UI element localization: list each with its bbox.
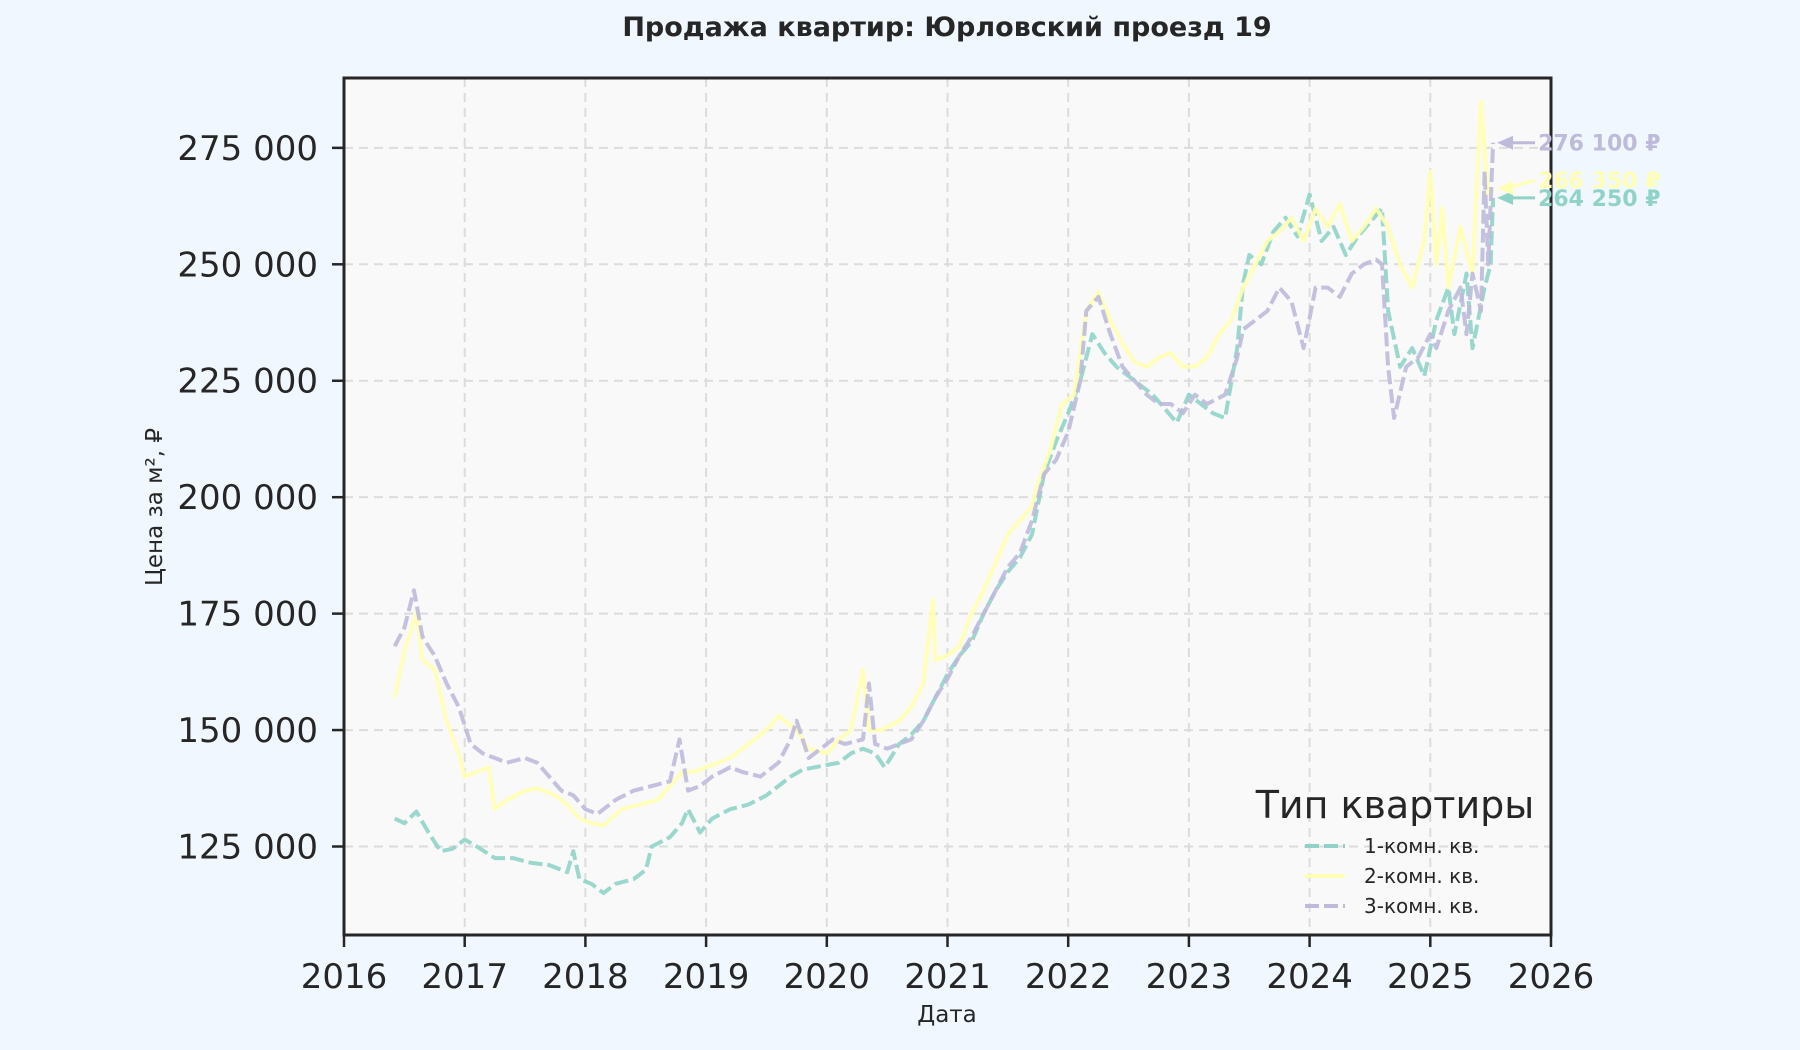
series-line-2 — [392, 99, 1495, 828]
x-tick-label: 2019 — [663, 957, 750, 997]
y-tick-label: 150 000 — [177, 711, 318, 751]
x-tick-label: 2017 — [421, 957, 508, 997]
legend-label: 1-комн. кв. — [1364, 834, 1479, 858]
series-line-1 — [393, 192, 1496, 896]
series-layer — [392, 99, 1496, 896]
legend-title: Тип квартиры — [1255, 783, 1535, 827]
y-tick-label: 275 000 — [177, 129, 318, 169]
y-tick-label: 225 000 — [177, 362, 318, 402]
y-axis-label: Цена за м², ₽ — [142, 428, 168, 586]
y-axis: 125 000 150 000 175 000 200 000 225 000 250 0… — [177, 129, 344, 868]
x-tick-label: 2026 — [1508, 957, 1595, 997]
y-tick-label: 200 000 — [177, 478, 318, 518]
legend: Тип квартиры 1-комн. кв. 2-комн. кв. 3-ком… — [1255, 783, 1535, 918]
end-arrowhead — [1497, 135, 1514, 150]
y-tick-label: 250 000 — [177, 245, 318, 285]
legend-label: 3-комн. кв. — [1364, 894, 1479, 918]
end-value-label: 276 100 ₽ — [1538, 132, 1660, 157]
end-value-label: 266 350 ₽ — [1538, 169, 1660, 194]
series-line-3 — [392, 142, 1496, 816]
end-arrowhead — [1497, 181, 1514, 196]
x-tick-label: 2018 — [542, 957, 629, 997]
legend-label: 2-комн. кв. — [1364, 864, 1479, 888]
x-tick-label: 2016 — [301, 957, 388, 997]
x-tick-label: 2022 — [1025, 957, 1112, 997]
x-tick-label: 2021 — [904, 957, 991, 997]
end-labels: 264 250 ₽266 350 ₽ 276 100 ₽ — [1497, 132, 1661, 212]
x-axis-label: Дата — [917, 1002, 977, 1028]
x-tick-label: 2023 — [1146, 957, 1233, 997]
y-tick-label: 125 000 — [177, 828, 318, 868]
x-tick-label: 2020 — [784, 957, 871, 997]
end-arrowhead — [1497, 190, 1514, 205]
x-axis: 2016 2017 2018 2019 2020 2021 2022 2023 2024 2025… — [301, 935, 1595, 997]
end-value-label: 264 250 ₽ — [1538, 187, 1660, 212]
y-tick-label: 175 000 — [177, 595, 318, 635]
x-tick-label: 2024 — [1266, 957, 1353, 997]
x-tick-label: 2025 — [1387, 957, 1474, 997]
chart-title: Продажа квартир: Юрловский проезд 19 — [622, 12, 1271, 43]
